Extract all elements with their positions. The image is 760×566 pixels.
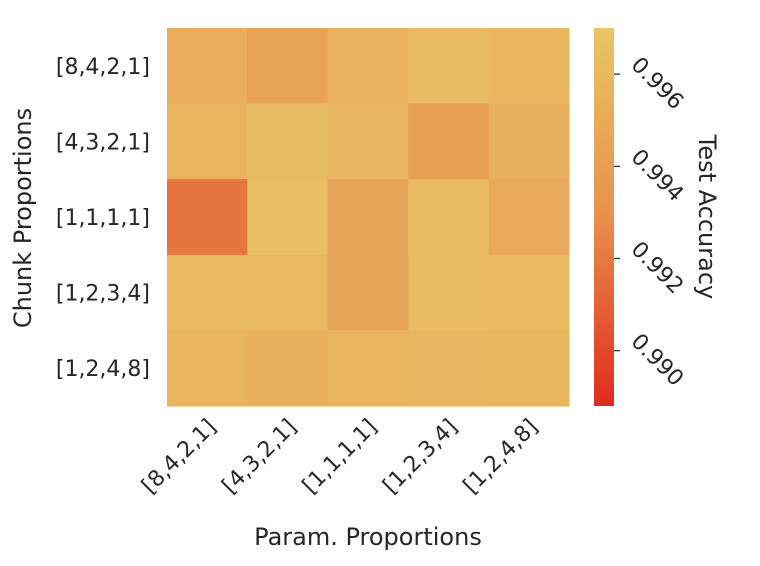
heatmap-cell: [327, 28, 409, 105]
heatmap-cell: [247, 254, 329, 331]
heatmap-cell: [408, 254, 490, 331]
colorbar-tick-label: 0.996: [626, 53, 688, 115]
heatmap-cell: [327, 103, 409, 180]
x-tick-label: [1,1,1,1]: [298, 415, 382, 499]
colorbar: [594, 28, 614, 406]
y-tick-label: [1,1,1,1]: [56, 206, 150, 231]
colorbar-tick-label: 0.990: [626, 329, 688, 391]
heatmap-cell: [247, 330, 329, 407]
heatmap-cell: [247, 179, 329, 256]
heatmap-cell: [327, 179, 409, 256]
heatmap-cell: [408, 28, 490, 105]
heatmap-cell: [488, 103, 570, 180]
heatmap-cell: [488, 254, 570, 331]
x-tick-label: [1,2,3,4]: [378, 415, 462, 499]
heatmap-cell: [247, 28, 329, 105]
x-tick-labels: [8,4,2,1][4,3,2,1][1,1,1,1][1,2,3,4][1,2…: [137, 415, 543, 499]
heatmap-cell: [327, 254, 409, 331]
colorbar-tick-label: 0.992: [626, 237, 688, 299]
heatmap-cell: [408, 330, 490, 407]
y-tick-label: [4,3,2,1]: [56, 130, 150, 155]
heatmap-cell: [167, 254, 248, 331]
x-tick-label: [4,3,2,1]: [218, 415, 302, 499]
heatmap-cell: [408, 179, 490, 256]
y-tick-label: [8,4,2,1]: [56, 55, 150, 80]
heatmap-cell: [167, 179, 248, 256]
heatmap-cell: [327, 330, 409, 407]
colorbar-ticks: 0.990 0.992 0.994 0.996: [614, 53, 688, 391]
heatmap-cell: [167, 330, 248, 407]
heatmap-cell: [167, 103, 248, 180]
heatmap-cell: [488, 330, 570, 407]
x-axis-label: Param. Proportions: [254, 523, 482, 551]
heatmap-cell: [408, 103, 490, 180]
heatmap-cell: [488, 179, 570, 256]
heatmap-cell: [247, 103, 329, 180]
x-tick-label: [8,4,2,1]: [137, 415, 221, 499]
colorbar-label: Test Accuracy: [693, 134, 721, 299]
x-tick-label: [1,2,4,8]: [459, 415, 543, 499]
heatmap-cell: [167, 28, 248, 105]
heatmap-cells: [167, 28, 570, 407]
y-tick-label: [1,2,3,4]: [56, 282, 150, 307]
y-tick-label: [1,2,4,8]: [56, 357, 150, 382]
y-tick-labels: [8,4,2,1] [4,3,2,1] [1,1,1,1] [1,2,3,4] [1,2…: [56, 55, 150, 382]
y-axis-label: Chunk Proportions: [9, 108, 37, 328]
heatmap-cell: [488, 28, 570, 105]
colorbar-tick-label: 0.994: [626, 145, 688, 207]
